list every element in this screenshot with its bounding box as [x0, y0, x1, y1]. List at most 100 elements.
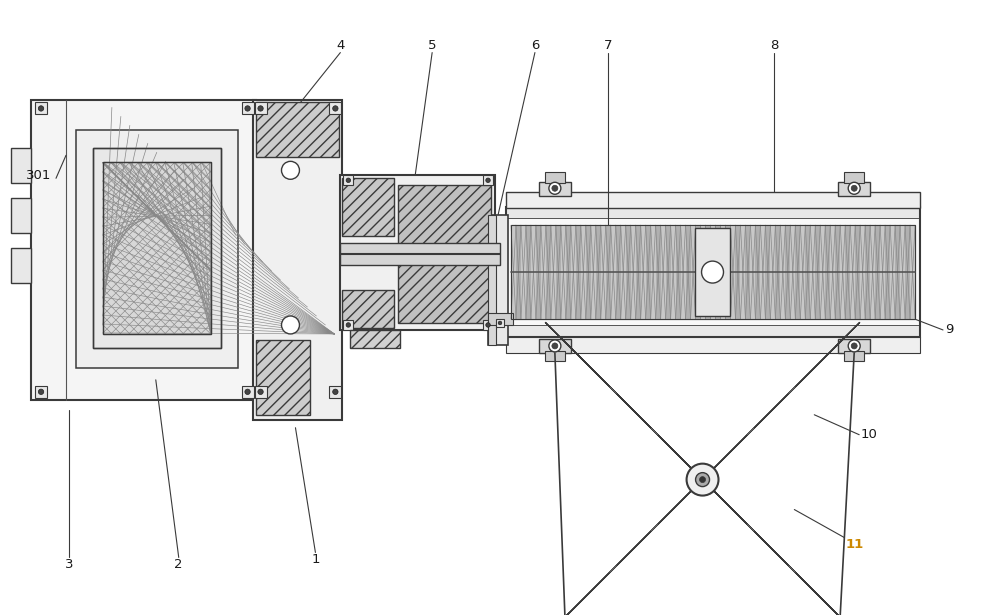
Bar [844, 172, 864, 184]
Bar [765, 225, 770, 319]
Bar [745, 225, 750, 319]
Bar [329, 386, 341, 398]
Polygon shape [836, 612, 858, 616]
Bar [242, 386, 254, 398]
Circle shape [333, 106, 338, 111]
Bar [621, 225, 626, 319]
Bar [855, 225, 860, 319]
Text: 3: 3 [65, 558, 73, 571]
Circle shape [549, 340, 561, 352]
Bar [255, 386, 267, 398]
Bar [865, 225, 870, 319]
Bar [631, 225, 636, 319]
Circle shape [549, 182, 561, 194]
Bar [740, 225, 745, 319]
Text: 7: 7 [604, 39, 612, 52]
Bar [506, 192, 920, 208]
Bar [506, 207, 920, 337]
Bar [785, 225, 790, 319]
Bar [93, 148, 221, 348]
Bar [546, 225, 551, 319]
Bar [551, 225, 556, 319]
Bar [496, 319, 504, 327]
Bar [35, 102, 47, 115]
Circle shape [851, 343, 857, 349]
Text: 6: 6 [531, 39, 539, 52]
Bar [483, 320, 493, 330]
Bar [880, 225, 885, 319]
Bar [526, 225, 531, 319]
Bar [905, 225, 910, 319]
Bar [606, 225, 611, 319]
Bar [488, 215, 508, 345]
Bar [521, 225, 526, 319]
Bar [556, 225, 561, 319]
Bar [716, 225, 721, 319]
Bar [253, 100, 342, 419]
Bar [760, 225, 765, 319]
Bar [340, 176, 495, 330]
Bar [800, 225, 805, 319]
Bar [835, 225, 840, 319]
Bar [398, 185, 491, 323]
Bar [815, 225, 820, 319]
Bar [601, 225, 606, 319]
Text: 2: 2 [174, 558, 183, 571]
Bar [343, 176, 353, 185]
Bar [780, 225, 785, 319]
Bar [820, 225, 825, 319]
Polygon shape [560, 338, 707, 484]
Bar [488, 215, 496, 345]
Bar [76, 131, 238, 368]
Polygon shape [698, 338, 845, 484]
Text: 10: 10 [861, 428, 878, 441]
Bar [586, 225, 591, 319]
Bar [706, 225, 711, 319]
Text: 9: 9 [945, 323, 953, 336]
Bar [541, 225, 546, 319]
Bar [805, 225, 810, 319]
Bar [838, 182, 870, 197]
Circle shape [486, 323, 490, 327]
Bar [711, 225, 716, 319]
Bar [695, 228, 730, 316]
Polygon shape [560, 475, 707, 616]
Circle shape [696, 472, 710, 487]
Bar [646, 225, 651, 319]
Polygon shape [545, 322, 570, 347]
Circle shape [245, 389, 250, 394]
Bar [506, 207, 920, 219]
Bar [343, 320, 353, 330]
Bar [725, 225, 730, 319]
Bar [795, 225, 800, 319]
Bar [581, 225, 586, 319]
Bar [636, 225, 641, 319]
Bar [506, 325, 920, 337]
Bar [329, 102, 341, 115]
Bar [539, 182, 571, 197]
Bar [844, 351, 864, 361]
Bar [11, 148, 31, 184]
Circle shape [245, 106, 250, 111]
Bar [770, 225, 775, 319]
Bar [676, 225, 681, 319]
Circle shape [281, 316, 299, 334]
Circle shape [687, 464, 719, 496]
Bar [656, 225, 661, 319]
Circle shape [38, 389, 44, 394]
Bar [860, 225, 865, 319]
Bar [103, 163, 211, 334]
Bar [539, 339, 571, 353]
Bar [350, 330, 400, 348]
Circle shape [848, 182, 860, 194]
Circle shape [851, 185, 857, 191]
Bar [840, 225, 845, 319]
Bar [626, 225, 631, 319]
Text: 1: 1 [311, 553, 320, 566]
Bar [545, 351, 565, 361]
Circle shape [552, 185, 558, 191]
Bar [830, 225, 835, 319]
Bar [536, 225, 541, 319]
Bar [488, 313, 513, 325]
Bar [681, 225, 686, 319]
